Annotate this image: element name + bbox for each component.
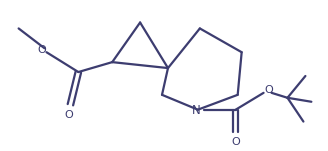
Text: O: O <box>37 45 46 55</box>
Text: O: O <box>264 85 273 95</box>
Text: O: O <box>231 137 240 147</box>
Text: O: O <box>64 110 73 120</box>
Text: N: N <box>192 104 200 117</box>
